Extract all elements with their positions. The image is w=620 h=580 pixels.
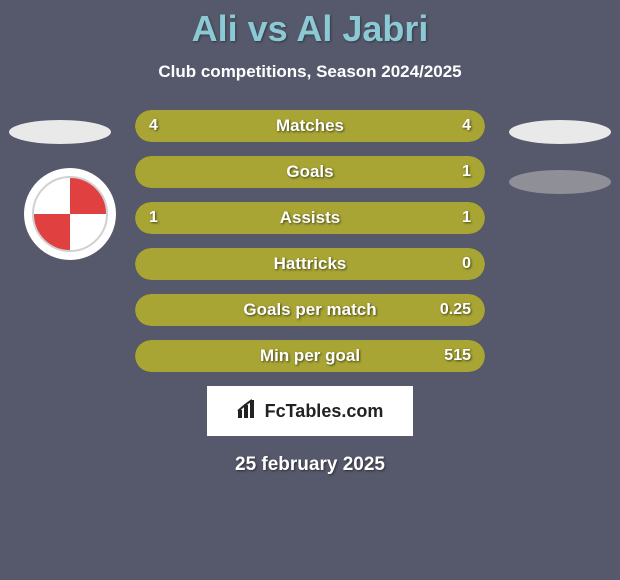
stats-rows: 44Matches 1Goals 11Assists 0Hattricks 0.25Go…	[135, 110, 485, 372]
subtitle: Club competitions, Season 2024/2025	[0, 62, 620, 82]
stat-label: Matches	[135, 110, 485, 142]
stat-label: Assists	[135, 202, 485, 234]
stat-label: Min per goal	[135, 340, 485, 372]
stat-label: Goals	[135, 156, 485, 188]
date-label: 25 february 2025	[0, 454, 620, 476]
stat-label: Goals per match	[135, 294, 485, 326]
page-title: Ali vs Al Jabri	[0, 0, 620, 50]
stat-row: 515Min per goal	[135, 340, 485, 372]
stat-row: 11Assists	[135, 202, 485, 234]
player-left-club-badge	[24, 168, 116, 260]
stat-row: 0.25Goals per match	[135, 294, 485, 326]
brand-badge: FcTables.com	[207, 386, 413, 436]
stat-row: 44Matches	[135, 110, 485, 142]
brand-text: FcTables.com	[265, 401, 384, 422]
bar-chart-icon	[237, 399, 259, 424]
player-right-flag-placeholder	[509, 120, 611, 144]
stat-label: Hattricks	[135, 248, 485, 280]
stat-row: 1Goals	[135, 156, 485, 188]
player-right-club-placeholder	[509, 170, 611, 194]
player-left-flag-placeholder	[9, 120, 111, 144]
club-badge-icon	[32, 176, 108, 252]
comparison-panel: 44Matches 1Goals 11Assists 0Hattricks 0.25Go…	[0, 110, 620, 476]
stat-row: 0Hattricks	[135, 248, 485, 280]
